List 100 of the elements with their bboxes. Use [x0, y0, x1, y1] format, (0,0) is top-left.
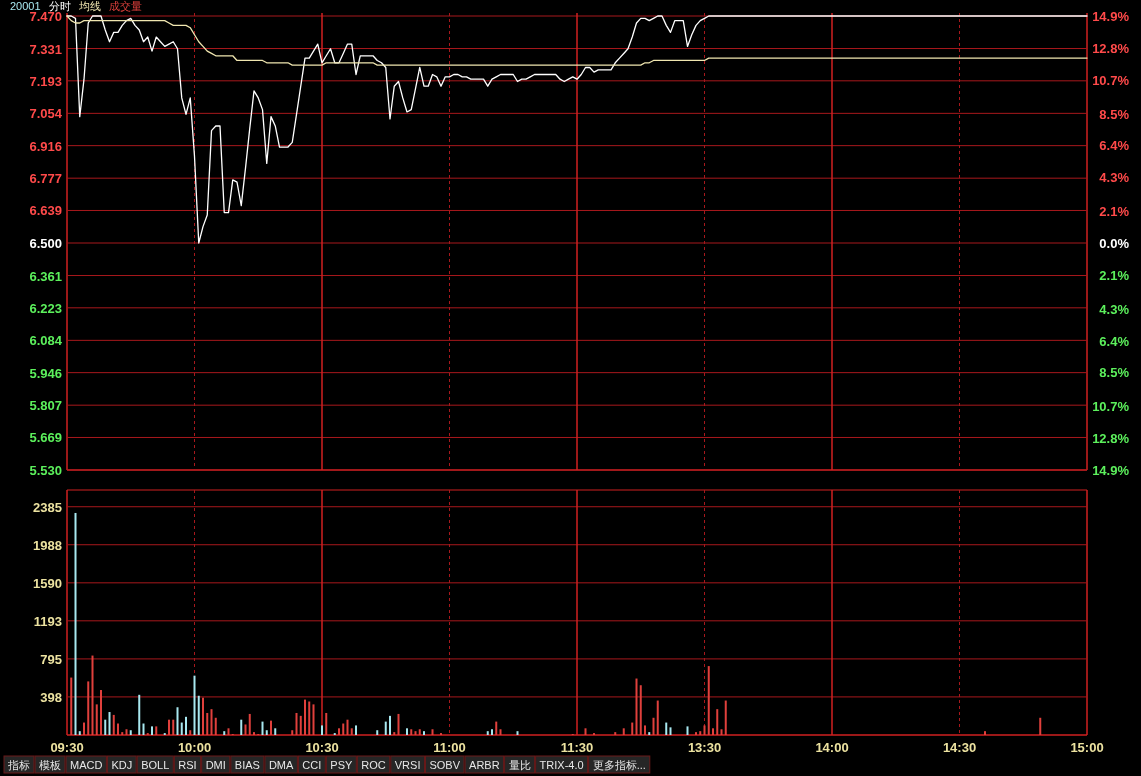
y2-tick-label: 10.7% [1092, 399, 1130, 415]
bar [384, 721, 387, 735]
y-tick-label: 1590 [33, 575, 62, 591]
bar [346, 719, 349, 735]
text: RSI [178, 759, 197, 771]
x-tick-label: 10:00 [177, 740, 212, 755]
bar [338, 728, 340, 735]
y2-tick-label: 4.3% [1099, 301, 1130, 317]
bar [155, 726, 158, 735]
bar [304, 699, 306, 735]
bar [699, 731, 702, 735]
bar [138, 694, 141, 735]
y-tick-label: 398 [40, 689, 62, 705]
series-label: 均线 [77, 0, 101, 12]
bar [652, 717, 655, 735]
y-tick-label: 1988 [33, 537, 62, 553]
y-tick-label: 6.916 [29, 138, 62, 154]
bar [321, 725, 323, 735]
bar [724, 700, 727, 735]
line-series [66, 15, 1088, 66]
y-tick-label: 6.777 [29, 171, 62, 187]
bar [631, 722, 634, 735]
bar [414, 731, 417, 735]
bar [720, 729, 723, 735]
text: 量比 [508, 759, 531, 771]
y2-tick-label: 4.3% [1099, 170, 1130, 186]
bar [129, 730, 132, 735]
y2-tick-label: 2.1% [1099, 204, 1130, 220]
text: ROC [361, 759, 386, 771]
bar [70, 677, 73, 735]
bar [716, 709, 719, 735]
x-tick-label: 09:30 [50, 740, 84, 755]
bar [984, 731, 986, 735]
bar [712, 728, 714, 735]
y-tick-label: 2385 [33, 499, 62, 515]
y2-tick-label: 14.9% [1092, 9, 1130, 24]
y2-tick-label: 12.8% [1092, 431, 1130, 447]
bar [393, 732, 396, 735]
bar [74, 512, 77, 735]
text: VRSI [394, 759, 421, 771]
bar [189, 730, 192, 735]
bar [406, 728, 408, 735]
y-tick-label: 7.331 [29, 41, 62, 57]
x-tick-label: 10:30 [305, 740, 339, 755]
text: PSY [330, 759, 353, 771]
y-tick-label: 5.530 [29, 463, 62, 478]
bar [686, 726, 689, 735]
bar [168, 719, 170, 735]
bar [95, 704, 98, 735]
bar [665, 722, 668, 735]
bar [180, 722, 183, 735]
y-tick-label: 7.054 [29, 106, 63, 122]
bar [410, 729, 413, 735]
text: CCI [302, 759, 322, 771]
y-tick-label: 5.807 [29, 398, 62, 414]
text: DMI [205, 759, 226, 771]
y-tick-label: 6.361 [29, 268, 62, 284]
bar [193, 675, 196, 735]
bar [104, 719, 107, 735]
bar [142, 723, 145, 735]
bar [431, 729, 434, 735]
text: SOBV [429, 759, 461, 771]
x-tick-label: 14:00 [815, 740, 849, 755]
y-tick-label: 6.500 [29, 236, 62, 251]
bar [648, 732, 651, 735]
bar [265, 730, 268, 735]
text: BIAS [234, 759, 260, 771]
bar [248, 713, 251, 735]
y-tick-label: 5.946 [29, 365, 62, 381]
bar [202, 697, 204, 735]
x-tick-label: 15:00 [1070, 740, 1104, 755]
bar [125, 729, 128, 735]
y2-tick-label: 14.9% [1092, 463, 1130, 478]
bar [172, 719, 175, 735]
text: 成交量 [108, 0, 142, 12]
bar [210, 709, 213, 735]
text: 更多指标... [592, 759, 646, 771]
bar [622, 728, 625, 735]
x-tick-label: 13:30 [687, 740, 722, 755]
bar [274, 728, 277, 735]
bar [1039, 717, 1042, 735]
y-tick-label: 7.193 [29, 73, 62, 89]
bar [214, 717, 217, 735]
bar [312, 704, 315, 735]
bar [91, 655, 94, 735]
y2-tick-label: 2.1% [1099, 267, 1130, 283]
text: ARBR [469, 759, 500, 771]
bar [253, 732, 255, 735]
text: 指标 [7, 759, 30, 771]
y-tick-label: 1193 [33, 613, 62, 629]
chart-title: 20001 [10, 0, 41, 12]
bar [342, 723, 345, 735]
bar [656, 700, 659, 735]
bar [584, 728, 587, 735]
bar [227, 728, 230, 735]
bar [295, 712, 298, 735]
bar [151, 726, 153, 735]
bar [87, 681, 90, 735]
bar [389, 715, 391, 735]
y2-tick-label: 0.0% [1099, 236, 1130, 251]
